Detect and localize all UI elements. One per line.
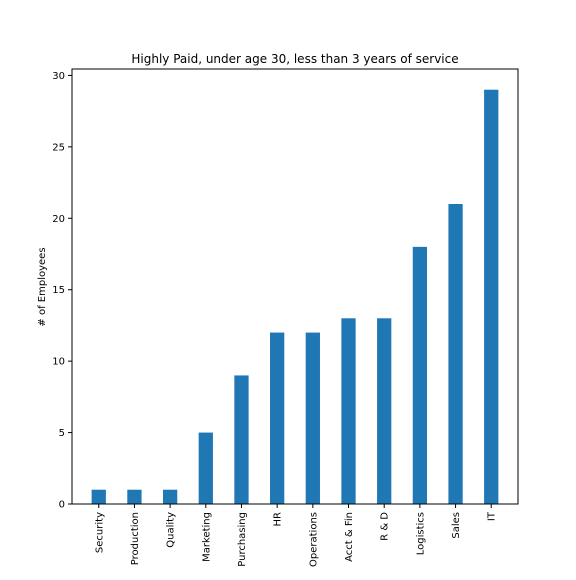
y-tick-label-25: 25 (52, 142, 65, 153)
bar-security (91, 489, 106, 504)
x-tick-label-quality: Quality (166, 512, 177, 548)
x-tick-label-purchasing: Purchasing (237, 512, 248, 567)
y-tick-label-5: 5 (59, 428, 65, 439)
bar-r-d (377, 318, 392, 504)
bar-quality (162, 489, 178, 504)
y-tick-label-20: 20 (52, 214, 65, 225)
y-axis-label: # of Employees (37, 247, 48, 326)
x-axis-ticks: Security Production Quality Marketing Purcha… (94, 504, 498, 567)
bar-marketing (198, 432, 213, 504)
x-tick-label-logistics: Logistics (415, 512, 426, 555)
y-tick-label-0: 0 (59, 500, 65, 511)
bar-purchasing (234, 375, 249, 504)
x-tick-label-operations: Operations (308, 512, 319, 567)
x-tick-label-sales: Sales (451, 512, 462, 539)
bar-sales (448, 204, 463, 504)
x-tick-label-hr: HR (273, 512, 284, 527)
x-tick-label-acct-fin: Acct & Fin (344, 512, 355, 562)
x-tick-label-production: Production (130, 512, 141, 565)
x-tick-label-r-d: R & D (380, 512, 391, 541)
y-tick-label-10: 10 (52, 357, 65, 368)
bar-operations (305, 332, 320, 504)
bar-production (127, 489, 142, 504)
bar-logistics (412, 246, 428, 505)
plot-frame (71, 68, 519, 505)
chart-title: Highly Paid, under age 30, less than 3 y… (131, 52, 458, 66)
bars-group (91, 89, 499, 505)
x-tick-label-it: IT (487, 511, 498, 521)
y-axis-ticks: 0 5 10 15 20 25 30 (52, 71, 72, 511)
y-tick-label-15: 15 (52, 285, 65, 296)
bar-it (484, 89, 499, 505)
x-tick-label-security: Security (94, 512, 105, 553)
y-tick-label-30: 30 (52, 71, 65, 82)
x-tick-label-marketing: Marketing (201, 512, 212, 562)
bar-acct-fin (341, 318, 356, 504)
bar-hr (270, 332, 285, 504)
